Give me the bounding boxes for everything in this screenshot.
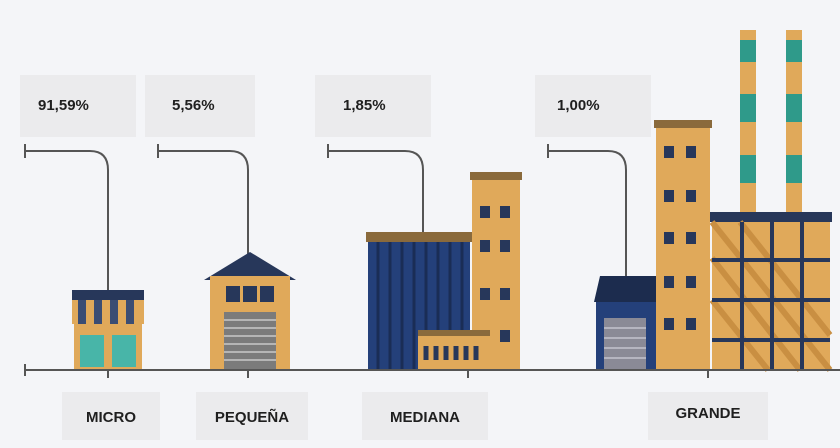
- micro-building: [72, 290, 144, 370]
- category-label: MICRO: [86, 409, 136, 426]
- category-label: PEQUEÑA: [215, 408, 289, 426]
- category-label: MEDIANA: [390, 409, 460, 426]
- percent: 1,00%: [557, 97, 600, 114]
- percent: 1,85%: [343, 97, 386, 114]
- percent: 91,59%: [38, 97, 89, 114]
- percent: 5,56%: [172, 97, 215, 114]
- category-label: GRANDE: [675, 405, 740, 422]
- infographic: 91,59% 5,56% 1,85% 1,00%: [0, 0, 840, 448]
